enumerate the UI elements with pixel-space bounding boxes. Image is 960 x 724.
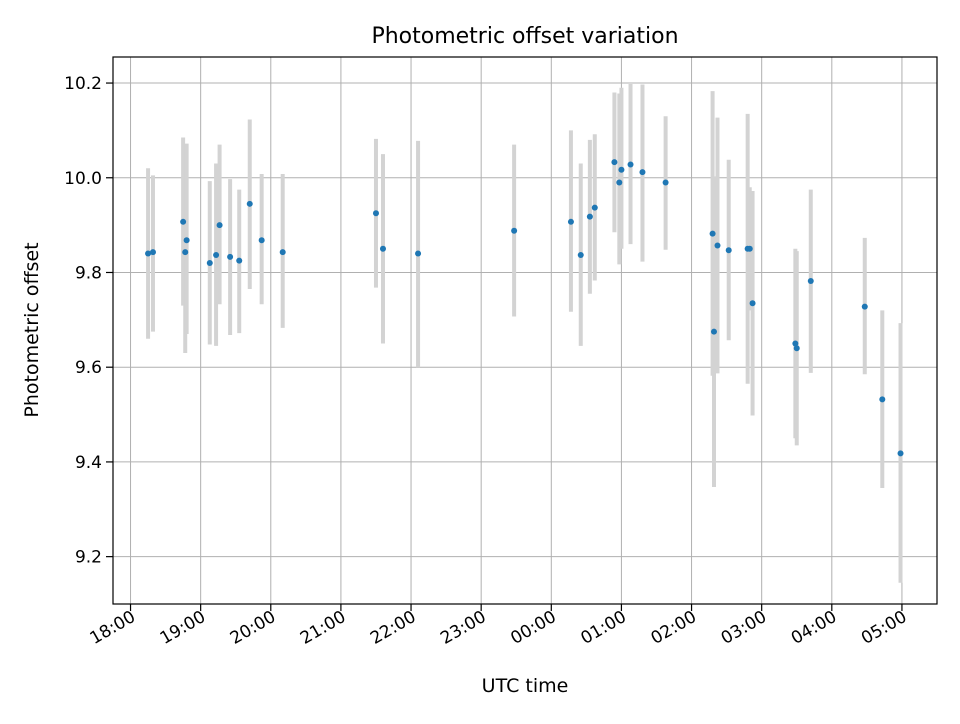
data-point bbox=[639, 169, 646, 176]
y-tick-label: 9.2 bbox=[75, 548, 102, 568]
data-point bbox=[279, 249, 286, 256]
x-tick-label: 20:00 bbox=[227, 607, 279, 649]
data-point bbox=[793, 345, 800, 352]
error-bars bbox=[146, 83, 903, 583]
data-point bbox=[246, 200, 253, 207]
data-point bbox=[372, 210, 379, 217]
data-point bbox=[709, 230, 716, 237]
data-point bbox=[897, 450, 904, 457]
chart-title: Photometric offset variation bbox=[371, 24, 678, 49]
data-point bbox=[567, 218, 574, 225]
y-tick-label: 9.6 bbox=[75, 358, 102, 378]
data-point bbox=[258, 237, 265, 244]
x-tick-label: 23:00 bbox=[437, 607, 489, 649]
plot-frame bbox=[112, 56, 938, 605]
data-point bbox=[627, 161, 634, 168]
data-point bbox=[710, 328, 717, 335]
x-tick-label: 22:00 bbox=[367, 607, 419, 649]
data-point bbox=[807, 278, 814, 285]
data-point bbox=[236, 257, 243, 264]
y-tick-label: 9.8 bbox=[75, 263, 102, 283]
x-tick-label: 18:00 bbox=[87, 607, 139, 649]
x-tick-label: 03:00 bbox=[718, 607, 770, 649]
x-tick-label: 01:00 bbox=[577, 607, 629, 649]
y-tick-label: 9.4 bbox=[75, 453, 102, 473]
data-point bbox=[415, 250, 422, 257]
data-point bbox=[206, 260, 213, 267]
x-tick-label: 19:00 bbox=[157, 607, 209, 649]
data-point bbox=[511, 227, 518, 234]
data-point bbox=[586, 213, 593, 220]
data-point bbox=[182, 249, 189, 256]
grid bbox=[113, 57, 937, 604]
x-tick-label: 02:00 bbox=[648, 607, 700, 649]
data-point bbox=[714, 242, 721, 249]
data-point bbox=[577, 251, 584, 258]
data-point bbox=[379, 245, 386, 252]
data-point bbox=[183, 237, 190, 244]
data-point bbox=[662, 179, 669, 186]
data-point bbox=[216, 222, 223, 229]
data-point bbox=[180, 218, 187, 225]
y-tick-label: 10.2 bbox=[64, 74, 102, 94]
data-point bbox=[227, 253, 234, 260]
y-axis-label: Photometric offset bbox=[21, 242, 43, 417]
data-point bbox=[746, 245, 753, 252]
data-point bbox=[861, 303, 868, 310]
x-axis-label: UTC time bbox=[482, 675, 569, 697]
data-point bbox=[618, 166, 625, 173]
data-point bbox=[879, 396, 886, 403]
data-point bbox=[213, 251, 220, 258]
x-tick-label: 00:00 bbox=[507, 607, 559, 649]
axis-ticks: 18:00 19:00 20:00 21:00 22:00 23:00 00:00 01:00… bbox=[64, 74, 910, 649]
data-point bbox=[725, 247, 732, 254]
x-tick-label: 21:00 bbox=[297, 607, 349, 649]
data-point bbox=[616, 179, 623, 186]
data-point bbox=[149, 249, 156, 256]
data-points bbox=[145, 159, 904, 457]
y-tick-label: 10.0 bbox=[64, 169, 102, 189]
x-tick-label: 04:00 bbox=[788, 607, 840, 649]
data-point bbox=[591, 204, 598, 211]
data-point bbox=[145, 250, 152, 257]
data-point bbox=[792, 340, 799, 347]
data-point bbox=[749, 300, 756, 307]
data-point bbox=[611, 159, 618, 166]
x-tick-label: 05:00 bbox=[858, 607, 910, 649]
